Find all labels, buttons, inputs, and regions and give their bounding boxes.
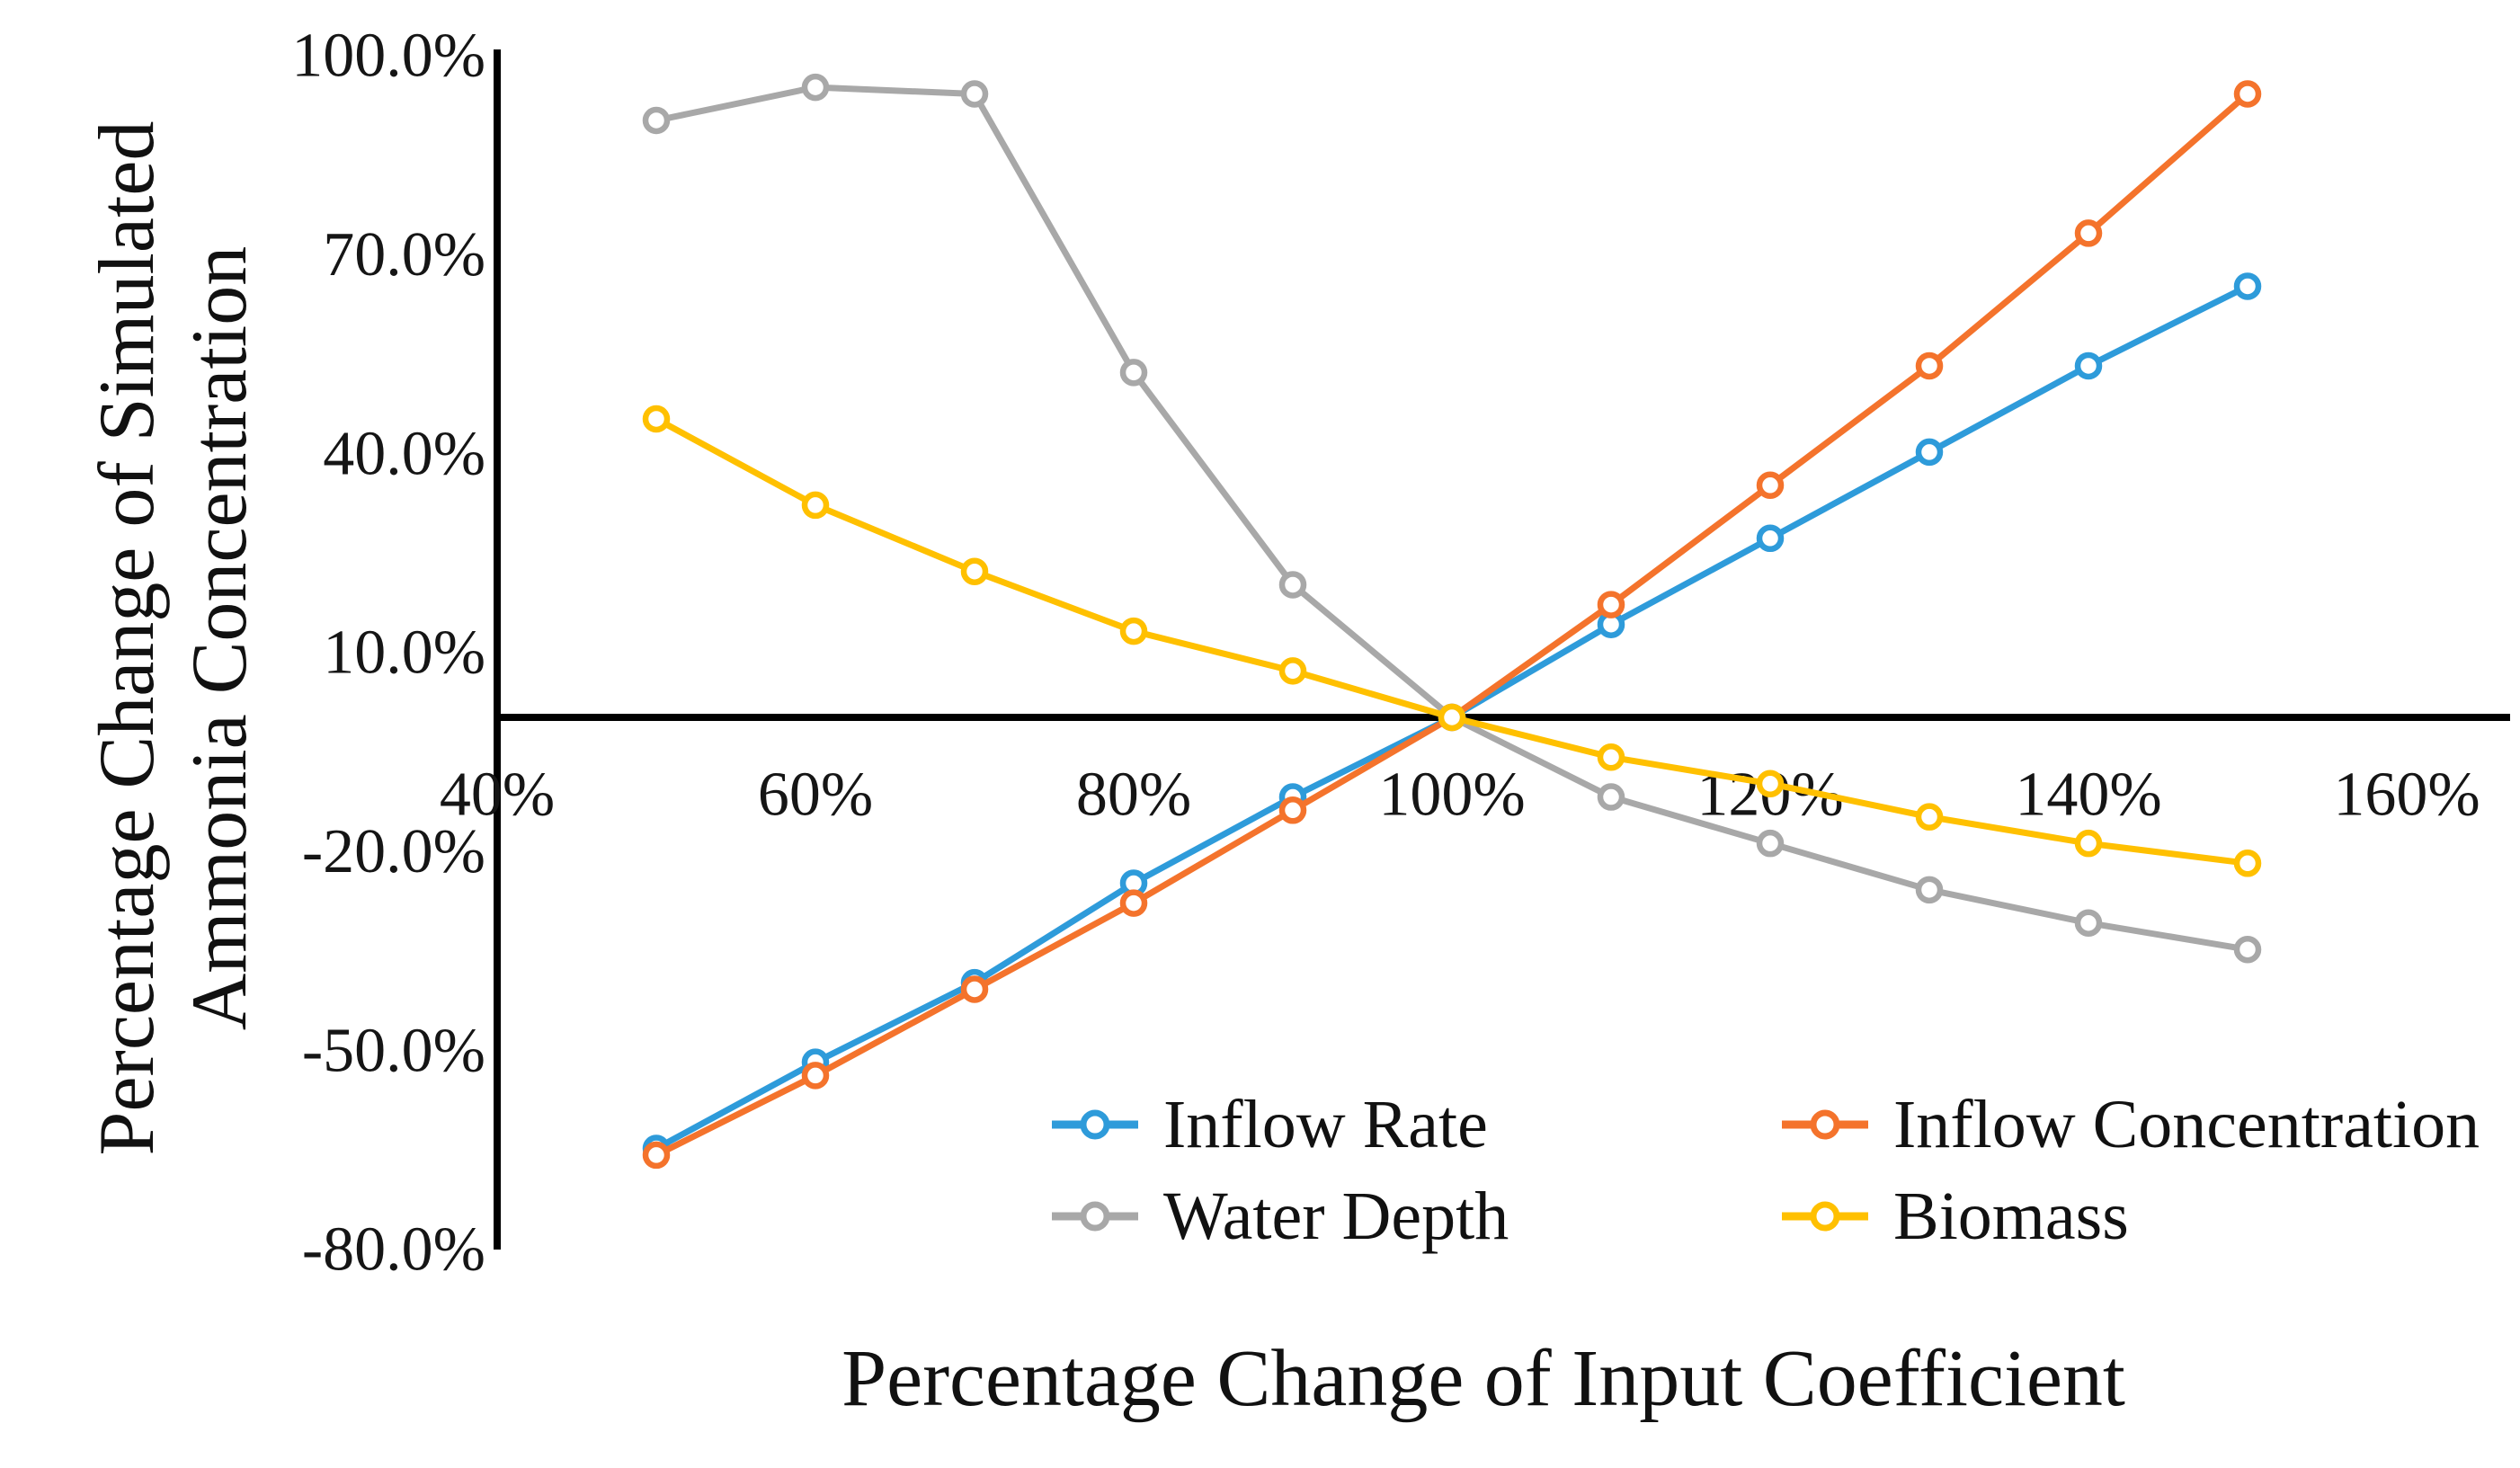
data-point-marker [1756, 770, 1785, 798]
x-tick-label: 100% [1378, 761, 1525, 830]
legend-marker-biomass-icon [1782, 1201, 1868, 1232]
data-point-marker [2233, 935, 2262, 964]
data-point-marker [2074, 219, 2103, 247]
data-point-marker [1278, 796, 1307, 824]
data-point-marker [1597, 783, 1625, 811]
legend-item-water-depth: Water Depth [1050, 1178, 1780, 1255]
data-point-marker [1756, 829, 1785, 858]
y-axis-title-line2: Ammonia Concentration [176, 245, 263, 1031]
legend-label-inflow-rate: Inflow Rate [1163, 1086, 1488, 1162]
data-point-marker [1278, 657, 1307, 685]
data-point-marker [960, 975, 989, 1003]
x-tick-label: 40% [440, 761, 555, 830]
series-biomass [642, 405, 2262, 877]
data-point-marker [2074, 909, 2103, 937]
x-axis-tick-labels: 40%60%80%100%120%140%160% [440, 761, 2480, 830]
data-point-marker [2233, 850, 2262, 877]
data-point-marker [1915, 803, 1944, 831]
data-point-marker [1915, 438, 1944, 467]
legend-label-water-depth: Water Depth [1163, 1178, 1509, 1254]
x-tick-label: 140% [2015, 761, 2161, 830]
data-point-marker [1756, 471, 1785, 500]
x-tick-label: 160% [2333, 761, 2480, 830]
data-point-marker [1438, 703, 1466, 732]
y-tick-label: 70.0% [323, 220, 485, 289]
x-tick-label: 80% [1076, 761, 1191, 830]
data-point-marker [1597, 591, 1625, 618]
legend-marker-inflow-rate-icon [1052, 1109, 1138, 1140]
data-point-marker [642, 1141, 671, 1170]
data-point-marker [1278, 571, 1307, 599]
x-tick-label: 60% [758, 761, 873, 830]
legend-marker-inflow-concentration-icon [1782, 1109, 1868, 1140]
data-point-marker [1597, 743, 1625, 771]
data-point-marker [2233, 272, 2262, 300]
legend-item-inflow-rate: Inflow Rate [1050, 1086, 1780, 1163]
y-tick-label: 40.0% [323, 419, 485, 488]
data-point-marker [960, 557, 989, 585]
y-axis-tick-labels: 100.0% 70.0% 40.0% 10.0% -20.0% -50.0% -80.0% [291, 22, 485, 1285]
data-point-marker [1119, 617, 1148, 645]
legend-item-biomass: Biomass [1780, 1178, 2480, 1255]
data-point-marker [642, 405, 671, 433]
data-point-marker [1119, 889, 1148, 917]
data-point-marker [1915, 351, 1944, 380]
legend: Inflow Rate Inflow Concentration Water D… [1050, 1086, 2480, 1255]
y-tick-label: 100.0% [291, 22, 485, 91]
y-axis-title: Percentage Change of Simulated Ammonia C… [81, 36, 282, 1241]
data-point-marker [2074, 351, 2103, 380]
y-axis-title-line1: Percentage Change of Simulated [84, 120, 171, 1156]
legend-label-biomass: Biomass [1893, 1178, 2129, 1254]
y-tick-label: -20.0% [302, 817, 485, 886]
y-tick-label: -50.0% [302, 1016, 485, 1085]
x-axis-title: Percentage Change of Input Coefficient [841, 1334, 2125, 1423]
data-point-marker [1119, 359, 1148, 387]
data-point-marker [1756, 524, 1785, 553]
legend-marker-water-depth-icon [1052, 1201, 1138, 1232]
data-point-marker [801, 491, 830, 520]
legend-item-inflow-concentration: Inflow Concentration [1780, 1086, 2480, 1163]
data-point-marker [2074, 829, 2103, 858]
series-inflow-concentration [642, 80, 2262, 1170]
data-point-marker [801, 1062, 830, 1090]
y-tick-label: -80.0% [302, 1215, 485, 1285]
data-point-marker [801, 73, 830, 102]
y-tick-label: 10.0% [323, 618, 485, 688]
data-point-marker [642, 106, 671, 135]
series-line [653, 90, 2251, 1159]
data-point-marker [2233, 80, 2262, 108]
series-lines [642, 73, 2262, 1170]
data-point-marker [960, 80, 989, 108]
legend-label-inflow-concentration: Inflow Concentration [1893, 1086, 2480, 1162]
data-point-marker [1915, 876, 1944, 904]
